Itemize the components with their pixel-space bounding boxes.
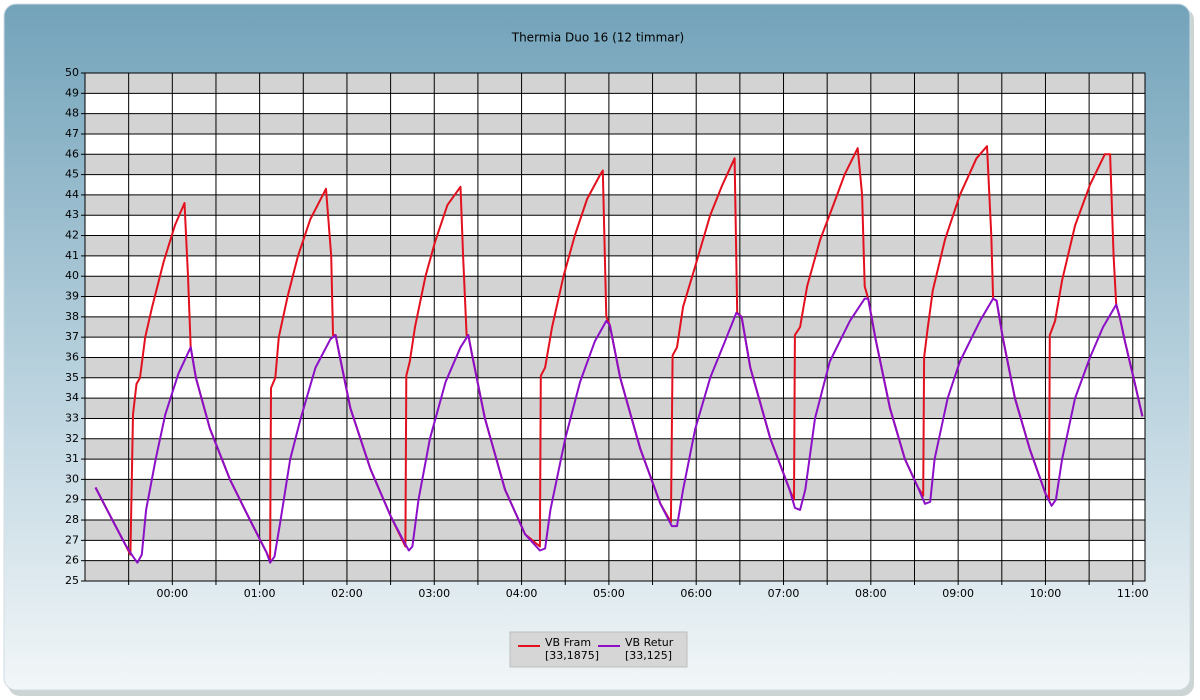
grid-band <box>85 479 1145 500</box>
y-tick-label: 39 <box>65 290 79 303</box>
y-tick-label: 37 <box>65 330 79 343</box>
y-tick-label: 35 <box>65 371 79 384</box>
legend-box <box>509 631 688 668</box>
y-tick-label: 27 <box>65 533 79 546</box>
grid-band <box>85 235 1145 256</box>
chart-title: Thermia Duo 16 (12 timmar) <box>511 31 684 45</box>
y-tick-label: 28 <box>65 513 79 526</box>
y-tick-label: 36 <box>65 350 79 363</box>
x-tick-label: 08:00 <box>855 587 887 600</box>
grid-band <box>85 357 1145 378</box>
x-tick-label: 03:00 <box>418 587 450 600</box>
x-tick-label: 09:00 <box>942 587 974 600</box>
series-line <box>94 297 1144 564</box>
x-tick-label: 04:00 <box>506 587 538 600</box>
y-tick-label: 43 <box>65 208 79 221</box>
x-tick-label: 07:00 <box>768 587 800 600</box>
grid-band <box>85 194 1145 216</box>
y-tick-label: 44 <box>65 188 79 201</box>
y-tick-label: 40 <box>65 269 79 282</box>
y-tick-label: 29 <box>65 493 79 506</box>
grid-band <box>85 398 1145 419</box>
legend-value: [33,1875] <box>545 649 599 662</box>
grid-band <box>85 438 1145 460</box>
x-tick-label: 02:00 <box>331 587 363 600</box>
grid-band <box>85 316 1145 338</box>
x-tick-label: 06:00 <box>680 587 712 600</box>
y-tick-label: 47 <box>65 127 79 140</box>
x-tick-label: 00:00 <box>156 587 188 600</box>
x-tick-label: 05:00 <box>593 587 625 600</box>
y-tick-label: 50 <box>65 66 79 79</box>
grid-band <box>85 520 1145 541</box>
legend-label: VB Fram <box>545 636 591 649</box>
y-tick-label: 45 <box>65 168 79 181</box>
y-tick-label: 32 <box>65 432 79 445</box>
grid-band <box>85 154 1145 175</box>
y-tick-label: 41 <box>65 249 79 262</box>
grid-band <box>85 276 1145 297</box>
y-tick-label: 25 <box>65 574 79 587</box>
y-tick-label: 31 <box>65 452 79 465</box>
y-tick-label: 33 <box>65 411 79 424</box>
grid-band <box>85 73 1145 94</box>
x-tick-label: 01:00 <box>244 587 276 600</box>
x-tick-label: 10:00 <box>1030 587 1062 600</box>
legend-label: VB Retur <box>625 636 674 649</box>
y-tick-label: 46 <box>65 147 79 160</box>
y-tick-label: 42 <box>65 229 79 242</box>
y-tick-label: 34 <box>65 391 79 404</box>
grid-band <box>85 560 1145 581</box>
legend-value: [33,125] <box>625 649 672 662</box>
y-tick-label: 48 <box>65 107 79 120</box>
y-tick-label: 26 <box>65 554 79 567</box>
plot-area: 25 26 27 28 29 30 31 32 33 34 35 36 37 38 39 40 41 42 43 44… <box>65 66 1149 600</box>
y-tick-label: 49 <box>65 86 79 99</box>
x-tick-label: 11:00 <box>1117 587 1149 600</box>
y-tick-label: 30 <box>65 472 79 485</box>
grid-band <box>85 113 1145 134</box>
plot-border <box>84 72 1146 582</box>
y-tick-label: 38 <box>65 310 79 323</box>
